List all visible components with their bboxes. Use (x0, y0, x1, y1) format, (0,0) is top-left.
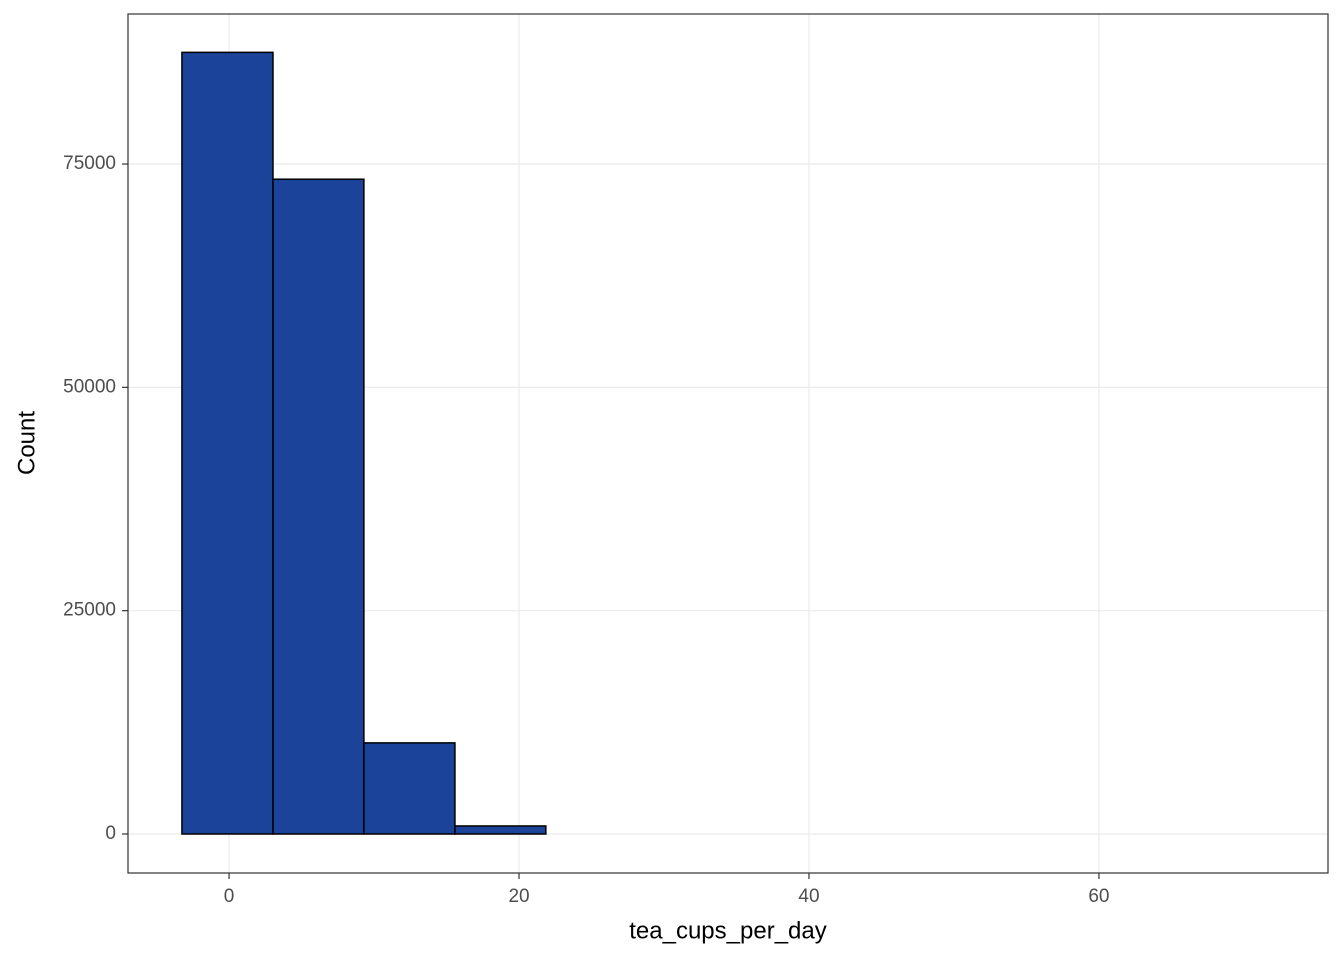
x-axis-title: tea_cups_per_day (629, 917, 826, 944)
bar (363, 742, 456, 835)
panel-border (127, 13, 1329, 874)
y-tick-label: 50000 (63, 376, 116, 397)
x-tick-label: 20 (508, 886, 529, 907)
x-tick-label: 60 (1088, 886, 1109, 907)
y-tick-label: 25000 (63, 600, 116, 621)
y-axis-title: Count (13, 411, 40, 475)
x-tick-label: 40 (798, 886, 819, 907)
bar (454, 825, 547, 835)
x-tick-label: 0 (224, 886, 235, 907)
y-tick-label: 75000 (63, 153, 116, 174)
bar (181, 51, 274, 835)
y-tick-label: 0 (105, 823, 116, 844)
bar (272, 178, 365, 835)
